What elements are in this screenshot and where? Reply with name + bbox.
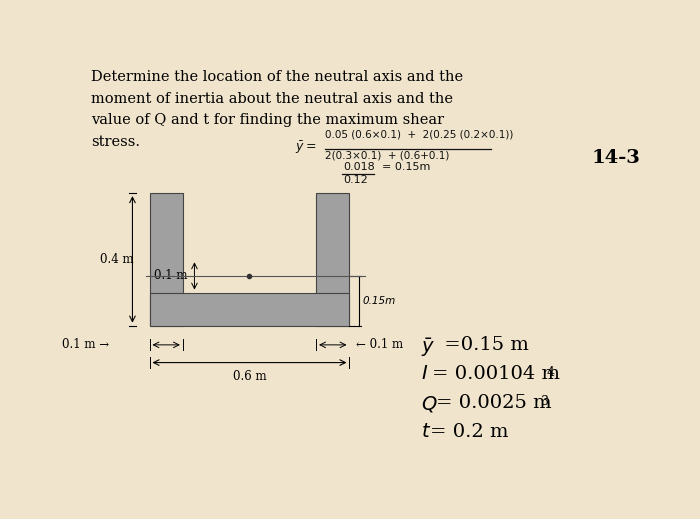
Text: $t$: $t$ [421,424,431,442]
Text: 14-3: 14-3 [592,148,640,167]
Text: 0.1 m →: 0.1 m → [62,338,109,351]
Text: value of Q and t for finding the maximum shear: value of Q and t for finding the maximum… [92,113,444,127]
Text: Determine the location of the neutral axis and the: Determine the location of the neutral ax… [92,70,463,84]
Text: 0.6 m: 0.6 m [232,370,266,383]
Text: 4: 4 [546,366,554,379]
Text: 3: 3 [541,395,549,408]
Text: $I$: $I$ [421,365,428,383]
Text: ← 0.1 m: ← 0.1 m [356,338,402,351]
Text: 2(0.3×0.1)  + (0.6+0.1): 2(0.3×0.1) + (0.6+0.1) [325,150,449,160]
Text: $\bar{y}$: $\bar{y}$ [421,336,435,359]
Text: 0.05 (0.6×0.1)  +  2(0.25 (0.2×0.1)): 0.05 (0.6×0.1) + 2(0.25 (0.2×0.1)) [325,129,513,139]
Text: =0.15 m: =0.15 m [438,336,528,353]
Text: 0.1 m: 0.1 m [154,269,188,282]
Text: stress.: stress. [92,134,141,148]
Text: 0.018: 0.018 [343,162,375,172]
Text: 0.15m: 0.15m [363,296,396,306]
Text: $\bar{y}=$: $\bar{y}=$ [295,139,316,156]
Bar [150,193,183,325]
Text: = 0.0025 m: = 0.0025 m [436,394,552,412]
Text: 0.4 m: 0.4 m [100,253,134,266]
Text: = 0.2 m: = 0.2 m [430,424,508,442]
Text: = 0.00104 m: = 0.00104 m [432,365,559,383]
Text: moment of inertia about the neutral axis and the: moment of inertia about the neutral axis… [92,91,454,105]
Bar [150,293,349,325]
Text: $Q$: $Q$ [421,394,438,414]
Text: = 0.15m: = 0.15m [382,162,430,172]
Bar [316,193,349,325]
Text: 0.12: 0.12 [343,175,368,185]
